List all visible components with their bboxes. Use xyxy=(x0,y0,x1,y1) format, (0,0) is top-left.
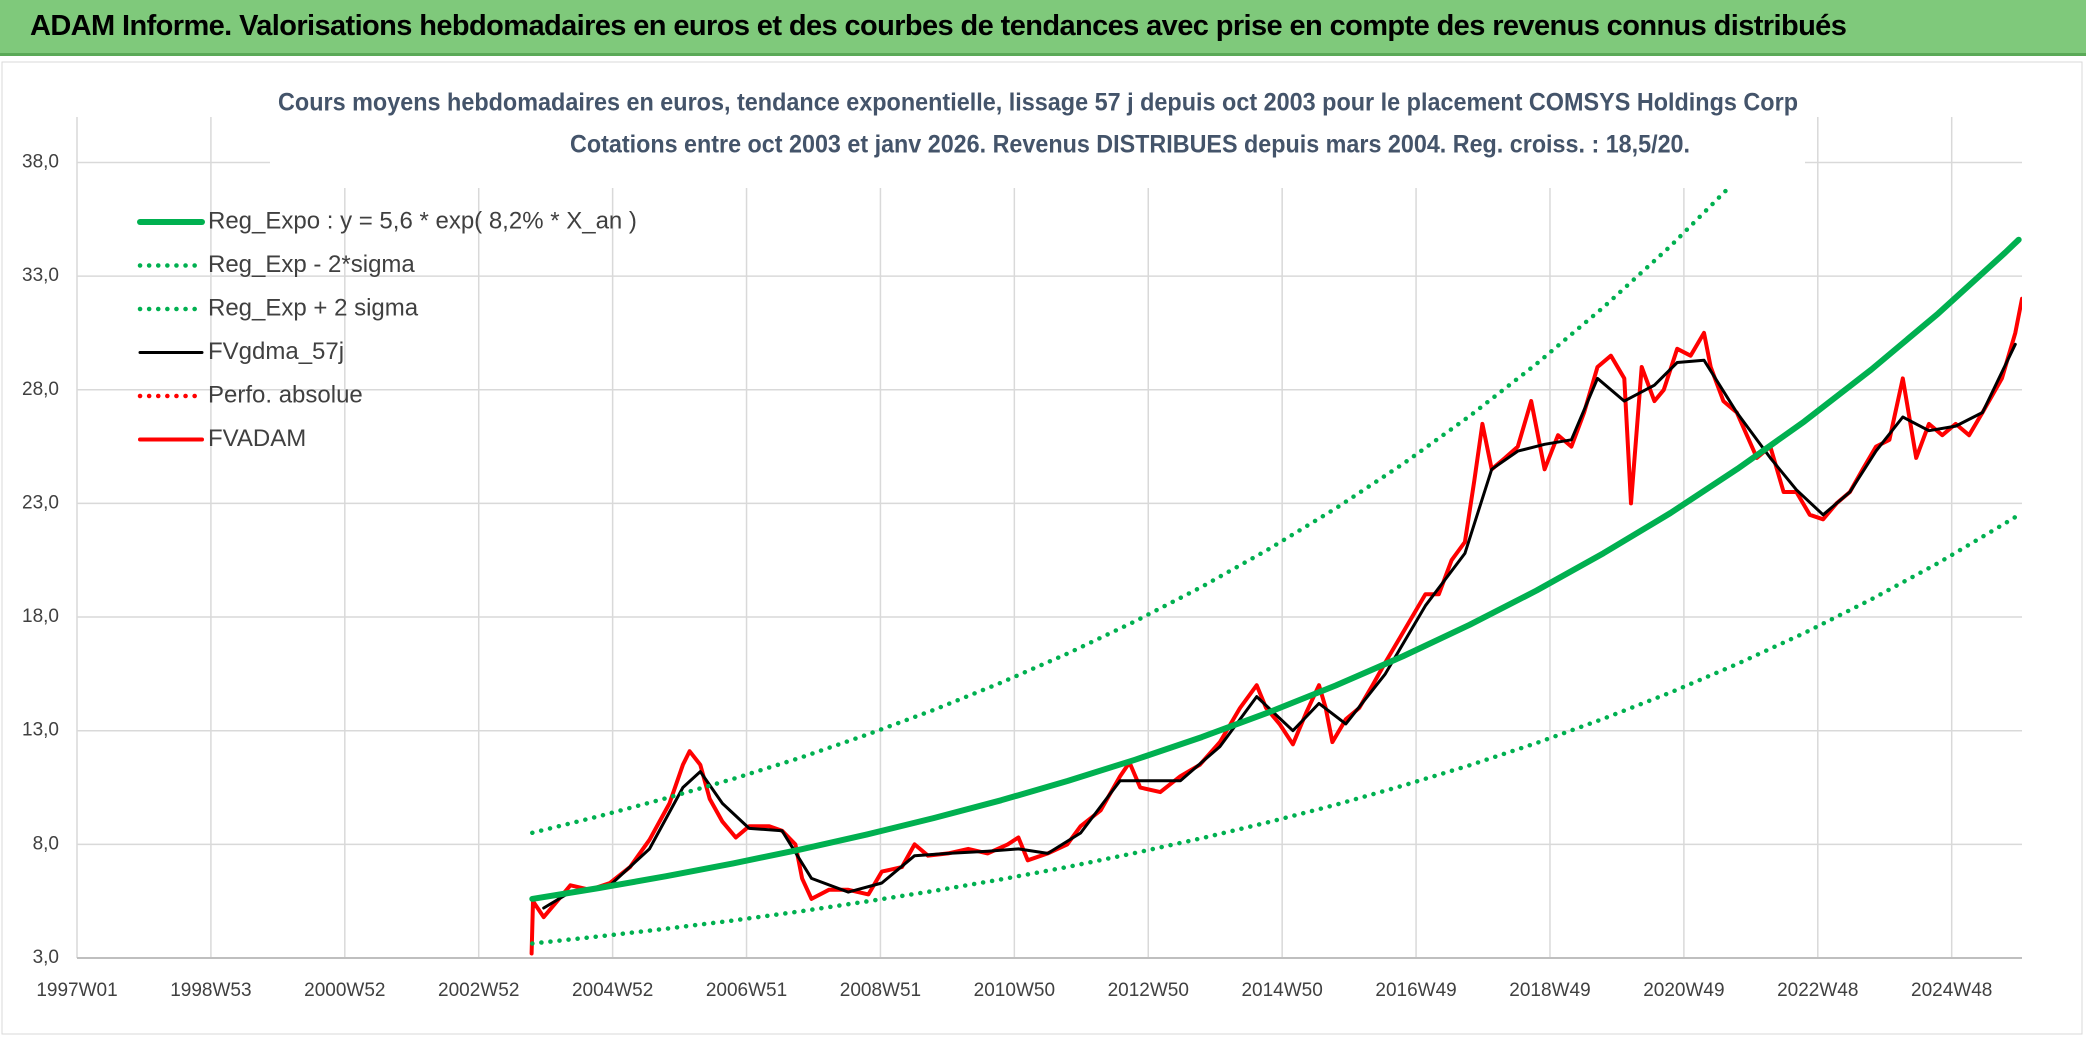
x-tick-label: 2012W50 xyxy=(1108,980,1189,1001)
legend-label: Perfo. absolue xyxy=(208,381,363,408)
series-line xyxy=(529,236,2022,902)
x-tick-label: 2024W48 xyxy=(1911,980,1992,1001)
legend-label: Reg_Exp + 2 sigma xyxy=(208,294,419,321)
legend-label: Reg_Exp - 2*sigma xyxy=(208,251,415,278)
x-tick-label: 2002W52 xyxy=(438,980,519,1001)
chart: 3,0 8,0 13,0 18,0 23,0 28,0 33,0 38,0 1997W01 199… xyxy=(1,61,2083,1035)
legend-label: FVgdma_57j xyxy=(208,338,344,365)
x-tick-label: 2018W49 xyxy=(1509,980,1590,1001)
y-tick-label: 23,0 xyxy=(22,492,59,513)
x-tick-label: 2006W51 xyxy=(706,980,787,1001)
x-tick-label: 2022W48 xyxy=(1777,980,1858,1001)
y-tick-label: 3,0 xyxy=(33,947,59,968)
x-tick-label: 2010W50 xyxy=(974,980,1055,1001)
x-tick-label: 2016W49 xyxy=(1375,980,1456,1001)
x-tick-label: 2008W51 xyxy=(840,980,921,1001)
series-line xyxy=(530,512,2021,946)
y-tick-label: 8,0 xyxy=(33,833,59,854)
x-tick-label: 2020W49 xyxy=(1643,980,1724,1001)
x-tick-label: 2014W50 xyxy=(1241,980,1322,1001)
header-title: ADAM Informe. Valorisations hebdomadaire… xyxy=(30,10,1847,42)
chart-frame xyxy=(1,61,2083,1035)
chart-subtitle: Cotations entre oct 2003 et janv 2026. R… xyxy=(570,131,1690,159)
y-tick-label: 18,0 xyxy=(22,606,59,627)
y-tick-label: 13,0 xyxy=(22,720,59,741)
x-tick-label: 2000W52 xyxy=(304,980,385,1001)
chart-title: Cours moyens hebdomadaires en euros, ten… xyxy=(278,89,1798,117)
y-tick-label: 38,0 xyxy=(22,151,59,172)
x-tick-label: 2004W52 xyxy=(572,980,653,1001)
header: ADAM Informe. Valorisations hebdomadaire… xyxy=(0,0,2086,56)
x-tick-label: 1997W01 xyxy=(36,980,117,1001)
title-box xyxy=(270,80,1805,188)
series-line xyxy=(542,342,2017,910)
x-tick-label: 1998W53 xyxy=(170,980,251,1001)
y-tick-label: 28,0 xyxy=(22,379,59,400)
y-tick-label: 33,0 xyxy=(22,265,59,286)
legend-label: FVADAM xyxy=(208,425,306,452)
plot-area xyxy=(529,117,2022,956)
legend-label: Reg_Expo : y = 5,6 * exp( 8,2% * X_an ) xyxy=(208,207,637,234)
